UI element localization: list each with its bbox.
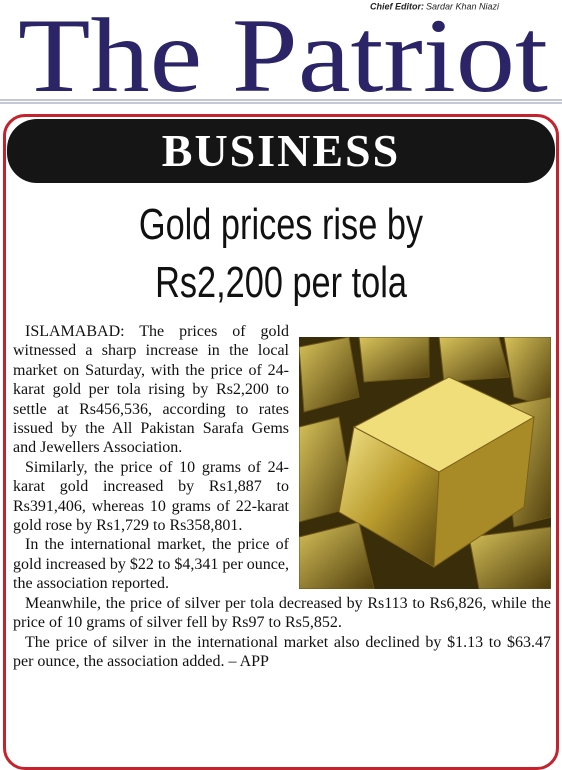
paragraph: ISLAMABAD: The prices of gold witnessed … [13,323,289,457]
photo [299,337,551,589]
masthead: Chief Editor: Sardar Khan Niazi The Patr… [0,0,562,108]
headline: Gold prices rise by Rs2,200 per tola [0,196,562,312]
editor-name: Sardar Khan Niazi [426,1,500,11]
editor-label: Chief Editor: [370,1,424,11]
paragraph: The price of silver in the international… [13,633,551,670]
masthead-title: The Patriot [18,0,548,108]
paragraph: Similarly, the price of 10 grams of 24-k… [13,458,289,535]
section-banner: BUSINESS [7,119,555,183]
paragraph: Meanwhile, the price of silver per tola … [13,594,551,632]
article-body: ISLAMABAD: The prices of gold witnessed … [13,322,551,671]
paragraph: In the international market, the price o… [13,536,289,593]
headline-line: Gold prices rise by [138,200,424,249]
headline-line: Rs2,200 per tola [155,258,407,307]
